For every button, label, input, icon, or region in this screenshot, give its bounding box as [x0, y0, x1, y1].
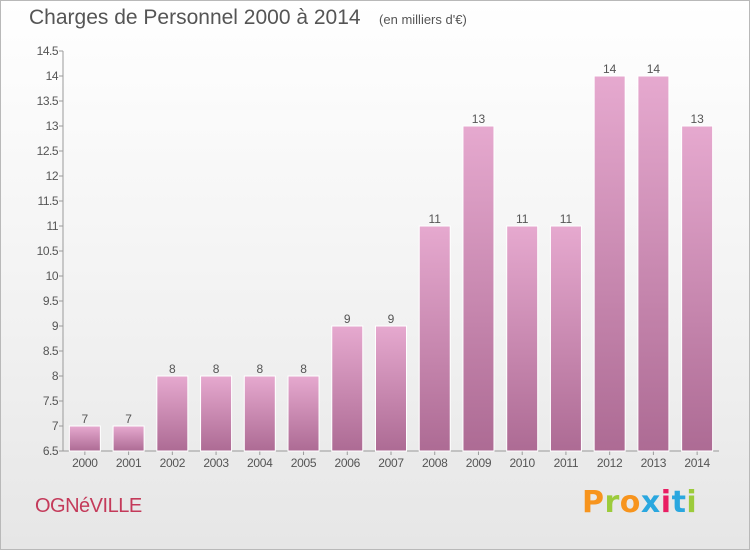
data-label: 11 [428, 212, 441, 226]
y-tick-label: 9.5 [43, 294, 59, 308]
commune-name: OGNéVILLE [35, 495, 142, 517]
data-label: 8 [213, 362, 220, 376]
x-tick-label: 2010 [509, 456, 535, 470]
x-tick-label: 2001 [116, 456, 142, 470]
bar [681, 125, 714, 452]
logo-letter: i [660, 485, 672, 520]
logo-letter: x [640, 485, 661, 520]
y-tick-label: 10 [46, 269, 59, 283]
x-axis: 2000 2001 2002 2003 2004 2005 2006 2007 2008 2009… [63, 450, 719, 470]
y-tick-label: 11.5 [38, 194, 59, 208]
data-label: 7 [125, 412, 132, 426]
data-label: 14 [647, 62, 661, 76]
data-label: 14 [603, 62, 617, 76]
bar [593, 75, 626, 452]
x-tick-label: 2008 [422, 456, 448, 470]
bar [331, 325, 364, 452]
bar [549, 225, 582, 452]
data-label: 13 [690, 112, 704, 126]
x-tick-label: 2013 [641, 456, 667, 470]
bars [68, 75, 714, 452]
data-label: 8 [300, 362, 307, 376]
data-label: 11 [560, 212, 573, 226]
y-tick-label: 13 [46, 119, 59, 133]
bar [287, 375, 320, 452]
x-tick-label: 2011 [554, 456, 579, 470]
y-tick-label: 6.5 [43, 444, 59, 458]
logo-letter: o [619, 485, 641, 520]
data-label: 11 [516, 212, 529, 226]
bar [462, 125, 495, 452]
y-tick-label: 14 [46, 69, 59, 83]
logo-letter: P [582, 485, 605, 520]
x-tick-label: 2009 [466, 456, 492, 470]
y-tick-label: 8.5 [43, 344, 59, 358]
logo-letter: t [671, 485, 687, 520]
x-tick-label: 2012 [597, 456, 623, 470]
chart-subtitle: (en milliers d'€) [379, 12, 467, 27]
data-label: 8 [169, 362, 176, 376]
y-tick-label: 10.5 [37, 244, 59, 258]
y-tick-label: 12 [46, 169, 59, 183]
y-tick-label: 12.5 [37, 144, 59, 158]
data-label: 8 [256, 362, 263, 376]
y-tick-label: 8 [52, 369, 59, 383]
bar [506, 225, 539, 452]
y-tick-label: 13.5 [37, 94, 59, 108]
chart-title: Charges de Personnel 2000 à 2014 [29, 6, 361, 29]
bar [68, 425, 101, 452]
x-tick-label: 2000 [72, 456, 98, 470]
bar [112, 425, 145, 452]
logo-letter: i [686, 485, 698, 520]
bar [375, 325, 407, 452]
logo-letter: r [604, 485, 620, 520]
bar [637, 75, 670, 452]
y-tick-label: 11 [47, 219, 59, 233]
x-tick-label: 2003 [203, 456, 229, 470]
title-row: Charges de Personnel 2000 à 2014 (en mil… [29, 6, 467, 30]
y-tick-label: 14.5 [37, 44, 59, 58]
bar [200, 375, 233, 452]
x-tick-label: 2005 [291, 456, 317, 470]
proxiti-logo[interactable]: Proxiti [582, 485, 697, 520]
x-tick-label: 2002 [160, 456, 186, 470]
data-label: 9 [388, 312, 395, 326]
bar [156, 375, 189, 452]
data-labels: 7 7 8 8 8 8 9 9 11 13 11 11 14 14 13 [82, 62, 705, 426]
y-tick-label: 7.5 [43, 394, 59, 408]
bar [418, 225, 451, 452]
y-axis: 6.5 7 7.5 8 8.5 9 9.5 10 10.5 11 11.5 12 12.5 13 13.5 1… [37, 44, 64, 458]
data-label: 7 [82, 412, 89, 426]
x-tick-label: 2006 [335, 456, 361, 470]
data-label: 9 [344, 312, 351, 326]
y-tick-label: 9 [52, 319, 59, 333]
x-tick-label: 2004 [247, 456, 273, 470]
x-tick-label: 2007 [378, 456, 404, 470]
x-tick-label: 2014 [684, 456, 710, 470]
y-tick-label: 7 [52, 419, 59, 433]
data-label: 13 [472, 112, 486, 126]
bar [243, 375, 276, 452]
